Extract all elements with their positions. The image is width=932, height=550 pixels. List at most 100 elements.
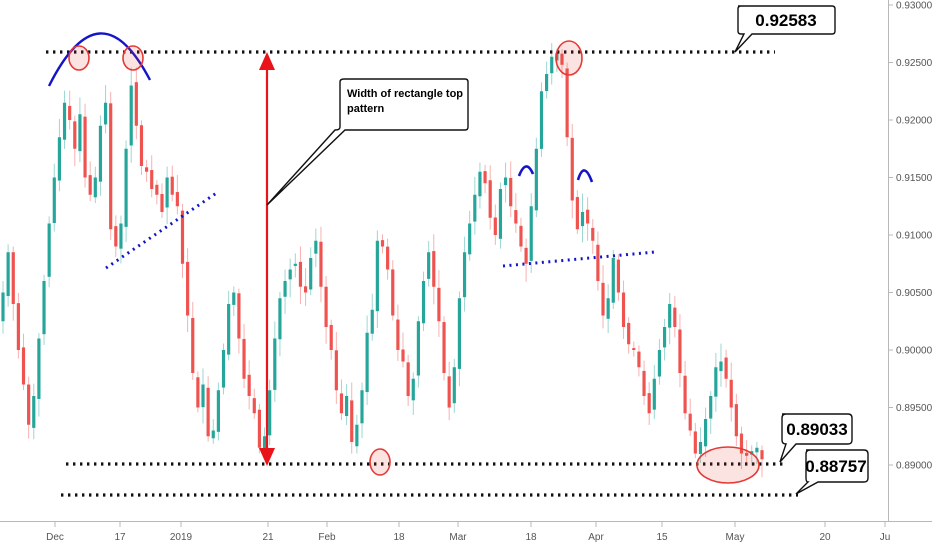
candle-body	[119, 223, 123, 249]
candle	[457, 291, 462, 387]
time-tick-label: 17	[114, 532, 126, 543]
candle-body	[714, 367, 718, 397]
candle	[375, 230, 379, 329]
candle	[252, 388, 256, 419]
candle-body	[375, 240, 379, 312]
candle	[73, 115, 77, 167]
candle-body	[524, 247, 528, 264]
candle	[103, 84, 108, 134]
candle	[396, 304, 400, 361]
candle	[139, 120, 144, 176]
candle	[473, 176, 477, 235]
candle	[724, 349, 728, 388]
candle-body	[360, 390, 364, 424]
candle	[11, 246, 15, 321]
candle	[596, 231, 600, 291]
candle-body	[211, 430, 215, 439]
candle	[303, 268, 308, 306]
candle-body	[565, 68, 569, 138]
candle	[688, 398, 692, 437]
price-axis: 0.93000 0.92500 0.92000 0.91500 0.91000 0.905…	[888, 1, 932, 472]
candle-body	[673, 307, 677, 327]
candle-body	[73, 121, 77, 149]
candle-body	[303, 286, 308, 293]
candle	[514, 193, 518, 233]
candle-body	[662, 327, 667, 348]
candle	[642, 360, 646, 405]
candle	[498, 182, 503, 249]
candle-body	[237, 293, 241, 339]
time-tick-label: 18	[525, 532, 537, 543]
price-tick-label: 0.91000	[896, 231, 932, 242]
bottom-circle-2	[696, 446, 760, 484]
candle-body	[165, 177, 169, 208]
candle	[155, 180, 159, 205]
candle	[652, 364, 656, 420]
candle-body	[483, 171, 487, 184]
candle-body	[324, 286, 328, 327]
time-tick-label: 20	[819, 532, 831, 543]
candle-body	[668, 304, 672, 328]
candle-body	[462, 252, 467, 298]
price-label-support-upper: 0.89033	[779, 413, 853, 463]
candle	[693, 422, 697, 459]
candle	[165, 166, 169, 225]
candle	[21, 333, 26, 391]
candle-body	[155, 184, 159, 195]
candle-body	[427, 252, 431, 279]
candle-body	[242, 338, 246, 379]
candle-body	[293, 263, 297, 266]
candle	[468, 210, 472, 261]
candle-body	[755, 447, 759, 453]
candle	[734, 393, 738, 447]
price-tick-label: 0.90500	[896, 288, 932, 299]
candle	[27, 376, 31, 439]
candle-body	[62, 102, 67, 140]
candle-body	[657, 350, 662, 377]
candle-body	[273, 338, 277, 390]
candle-body	[391, 269, 395, 316]
candle	[237, 288, 241, 354]
candle-body	[1, 292, 5, 322]
candle-body	[175, 192, 179, 207]
label-0-89033: 0.89033	[786, 420, 847, 439]
candle-body	[252, 398, 256, 414]
candle-body	[447, 376, 451, 408]
candle	[109, 91, 113, 240]
candle	[78, 97, 82, 163]
candle-body	[42, 281, 46, 335]
candle-body	[652, 378, 656, 410]
candle	[324, 276, 328, 344]
rounded-top-arc	[47, 32, 152, 87]
candle-body	[201, 384, 205, 408]
time-tick-label: 18	[393, 532, 405, 543]
candle-body	[365, 332, 369, 393]
candle	[191, 301, 195, 380]
candle	[206, 376, 210, 442]
candle-body	[555, 53, 559, 61]
price-tick-label: 0.92000	[896, 116, 932, 127]
time-axis: Dec 17 2019 21 Feb 18 Mar 18 Apr 15 May 20 Ju	[46, 522, 890, 543]
candle-body	[575, 197, 579, 230]
candle-body	[509, 177, 513, 207]
candle	[714, 352, 718, 412]
candle	[673, 296, 677, 338]
candle	[621, 280, 626, 339]
candle-body	[78, 114, 82, 152]
price-tick-label: 0.90000	[896, 346, 932, 357]
candle-body	[401, 349, 405, 362]
candle	[745, 440, 749, 466]
candle	[591, 219, 595, 254]
candle-body	[16, 303, 20, 350]
candle-body	[83, 116, 87, 178]
candle-body	[745, 452, 749, 456]
price-tick-label: 0.93000	[896, 1, 932, 12]
candle	[309, 247, 313, 296]
candle	[186, 248, 190, 333]
candle-body	[719, 361, 723, 372]
candle-body	[606, 298, 610, 319]
candle-body	[11, 252, 15, 304]
candle	[278, 291, 282, 357]
candle	[124, 140, 128, 243]
candle	[345, 384, 349, 425]
